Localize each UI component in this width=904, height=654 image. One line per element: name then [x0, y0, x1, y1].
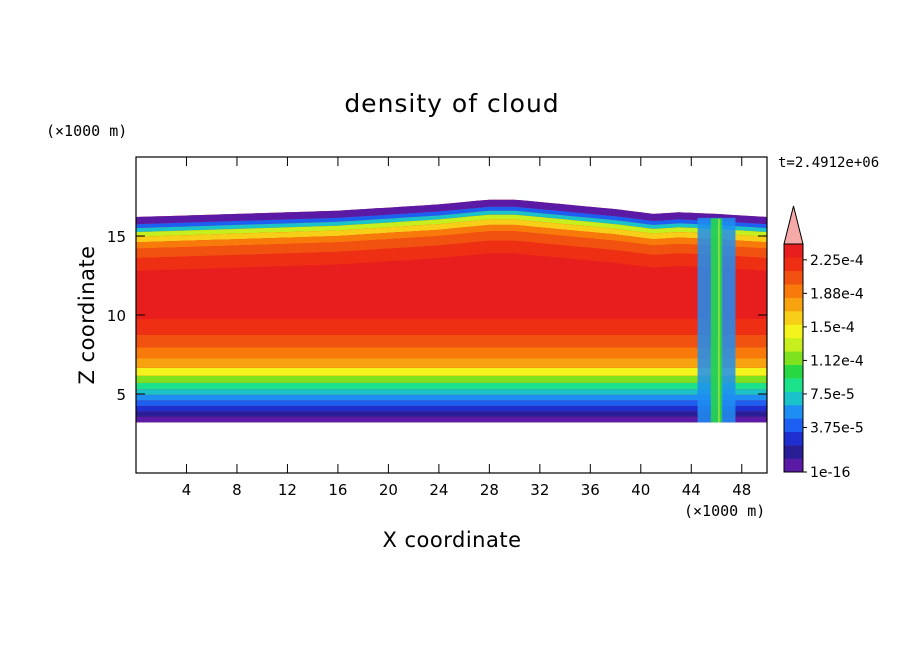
x-unit-label: (×1000 m): [684, 502, 765, 520]
field-lower-band: [136, 319, 767, 335]
field-upper-band: [136, 214, 767, 237]
field-lower-band: [136, 347, 767, 359]
colorbar-swatch: [784, 391, 803, 406]
x-tick-label: 16: [328, 481, 347, 499]
y-tick-label: 15: [107, 228, 126, 246]
colorbar-tick-label: 1e-16: [810, 465, 850, 481]
x-tick-label: 48: [732, 481, 751, 499]
field-lower-band: [136, 358, 767, 368]
field-upper-band: [136, 224, 767, 249]
x-axis-label: X coordinate: [382, 528, 521, 552]
field-lower-band: [136, 382, 767, 390]
colorbar-swatch: [784, 351, 803, 366]
colorbar-swatch: [784, 364, 803, 379]
colorbar-tick-label: 1.88e-4: [810, 286, 864, 302]
x-tick-label: 8: [232, 481, 242, 499]
x-tick-label: 4: [182, 481, 192, 499]
x-tick-label: 12: [278, 481, 297, 499]
colorbar-tick-label: 1.12e-4: [810, 353, 864, 369]
x-tick-label: 24: [429, 481, 448, 499]
x-tick-label: 20: [379, 481, 398, 499]
x-tick-label: 28: [480, 481, 499, 499]
y-tick-label: 10: [107, 307, 126, 325]
field-lower-band: [136, 416, 767, 423]
field-lower-band: [136, 375, 767, 383]
colorbar-frame: [783, 243, 804, 473]
colorbar-swatch: [784, 324, 803, 339]
colorbar-swatch: [784, 284, 803, 298]
chart-title: density of cloud: [344, 89, 559, 118]
y-axis-label: Z coordinate: [75, 245, 99, 384]
x-tick-label: 40: [631, 481, 650, 499]
field-lower-band: [136, 411, 767, 417]
colorbar-swatch: [784, 378, 803, 392]
field-upper-band: [136, 210, 767, 233]
field-upper-band: [136, 219, 767, 243]
colorbar-swatch: [784, 431, 803, 446]
colorbar-swatch: [784, 404, 803, 419]
colorbar-swatch: [784, 445, 803, 459]
field-plume: [718, 218, 720, 423]
colorbar-swatch: [784, 458, 803, 473]
x-tick-label: 36: [581, 481, 600, 499]
colorbar-swatch: [784, 311, 803, 325]
field-lower-band: [136, 389, 767, 395]
field-lower-band: [136, 405, 767, 412]
colorbar-tick-label: 7.5e-5: [810, 387, 855, 403]
field-lower-band: [136, 394, 767, 401]
field-upper-band: [136, 206, 767, 229]
colorbar-swatch: [784, 297, 803, 312]
y-tick-label: 5: [116, 386, 126, 404]
time-label: t=2.4912e+06: [778, 155, 879, 171]
cloud-density-field: [136, 199, 767, 423]
field-upper-band: [136, 199, 767, 225]
x-tick-label: 44: [682, 481, 701, 499]
colorbar-swatch: [784, 257, 803, 272]
colorbar-tick-label: 1.5e-4: [810, 320, 855, 336]
field-upper-band: [136, 240, 767, 271]
y-axis-ticks: 5 10 15: [107, 228, 767, 404]
field-lower-band: [136, 400, 767, 406]
field-lower-band: [136, 367, 767, 376]
colorbar: 1e-16 3.75e-5 7.5e-5 1.12e-4 1.5e-4 1.88e-4 2.…: [783, 205, 864, 481]
colorbar-tick-label: 3.75e-5: [810, 420, 864, 436]
colorbar-swatch: [784, 337, 803, 352]
colorbar-tick-label: 2.25e-4: [810, 253, 864, 269]
field-upper-band: [136, 231, 767, 259]
colorbar-swatch: [784, 270, 803, 285]
colorbar-swatch: [784, 244, 803, 258]
colorbar-swatch: [784, 418, 803, 433]
x-tick-label: 32: [530, 481, 549, 499]
x-axis-ticks: 4 8 12 16 20 24 28 32 36 40 44 48: [182, 157, 751, 499]
field-plume: [710, 218, 723, 423]
field-lower-band: [136, 334, 767, 348]
y-unit-label: (×1000 m): [46, 122, 127, 140]
